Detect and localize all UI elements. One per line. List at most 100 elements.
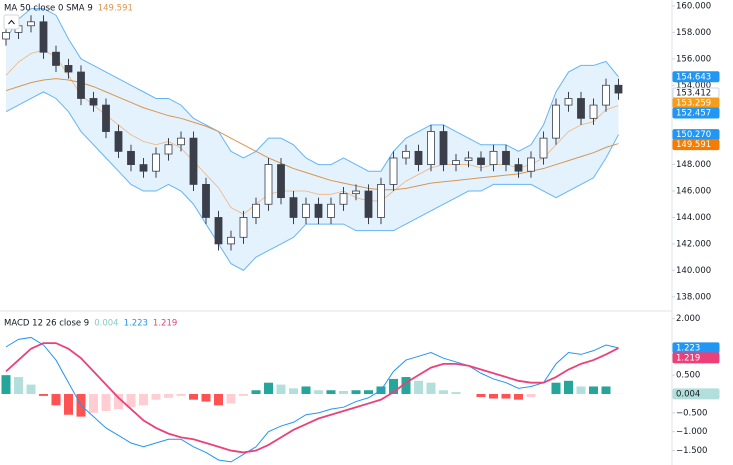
indicator-title: MACD 12 26 close 9 (4, 319, 89, 329)
histogram-bar (26, 384, 36, 395)
histogram-bar (514, 394, 523, 400)
histogram-bar (39, 394, 48, 396)
histogram-bar (139, 394, 148, 406)
histogram-bar (151, 394, 161, 400)
histogram-bar (326, 390, 336, 395)
candle-body (402, 150, 410, 159)
price-badge (672, 139, 720, 151)
candle-body (89, 98, 98, 106)
candle-body (27, 21, 35, 27)
histogram-bar (251, 390, 261, 395)
y-tick-label: 156.000 (676, 54, 711, 64)
histogram-bar (51, 394, 61, 406)
candle-body (252, 203, 260, 218)
candle-body (439, 131, 448, 165)
histogram-bar (426, 382, 436, 395)
price-badge (672, 352, 720, 364)
price-badge-label: 149.591 (676, 140, 711, 150)
y-tick-label: 0.500 (676, 371, 700, 381)
price-badge-label: 153.412 (676, 89, 711, 99)
histogram-bar (164, 394, 173, 398)
candle-body (477, 157, 485, 165)
price-badge-label: 154.643 (676, 72, 711, 82)
histogram-bar (239, 394, 248, 396)
histogram-bar (276, 384, 286, 395)
candle-body (177, 137, 185, 146)
y-tick-label: 2.000 (676, 314, 700, 324)
histogram-value: 0.004 (94, 319, 118, 329)
y-tick-label: 160.000 (676, 1, 711, 11)
indicator-value: 149.591 (98, 4, 133, 14)
candle-body (52, 51, 60, 66)
collapse-box[interactable] (3, 14, 20, 30)
histogram-bar (226, 394, 236, 404)
histogram-bar (201, 394, 211, 402)
candle-body (614, 84, 623, 94)
price-badge (672, 388, 720, 400)
candle-body (227, 236, 235, 245)
candle-body (77, 71, 85, 99)
candle-body (564, 98, 573, 106)
histogram-bar (289, 388, 298, 395)
histogram-bar (389, 378, 398, 395)
candle-body (552, 104, 560, 139)
histogram-bar (401, 377, 411, 395)
candle-body (389, 157, 398, 185)
y-tick-label: −1.500 (676, 446, 707, 456)
plot-layer: 138.000 140.000 142.000 144.000 146.000 148.0… (1, 1, 720, 463)
candle-body (527, 157, 535, 172)
candle-body (539, 137, 548, 159)
y-tick-label: 146.000 (676, 187, 711, 197)
histogram-bar (1, 375, 11, 395)
candle-body (514, 164, 523, 172)
bollinger-lower (5, 91, 619, 271)
candle-body (427, 131, 435, 165)
candle-body (377, 184, 385, 218)
histogram-bar (189, 394, 198, 400)
candle-body (502, 150, 510, 165)
y-tick-label: 142.000 (676, 239, 711, 249)
candle-body (577, 98, 585, 119)
histogram-bar (339, 390, 348, 395)
collapse-button[interactable] (3, 14, 20, 30)
histogram-bar (564, 380, 573, 395)
candle-body (64, 65, 73, 73)
histogram-bar (264, 382, 273, 395)
candle-body (339, 193, 348, 205)
histogram-bar (101, 394, 111, 411)
bollinger-fill (6, 8, 619, 271)
candle-body (414, 150, 423, 165)
candle-body (152, 153, 160, 172)
candle-body (2, 31, 10, 40)
candle-body (202, 184, 210, 218)
bollinger-upper (5, 8, 619, 172)
y-tick-label: 138.000 (676, 292, 711, 302)
price-badge-label: 1.223 (676, 343, 700, 353)
candle-body (289, 197, 298, 218)
histogram-bar (439, 390, 448, 395)
candle-body (214, 217, 223, 245)
price-badge-label: 153.259 (676, 99, 711, 109)
candle-body (102, 104, 110, 132)
histogram-bar (114, 394, 123, 410)
histogram-bar (589, 386, 598, 395)
candle-body (264, 164, 273, 205)
candle-body (589, 104, 598, 119)
histogram-bar (351, 390, 361, 395)
candle-body (364, 190, 373, 218)
histogram-bar (314, 390, 323, 395)
candle-body (127, 150, 135, 165)
y-tick-label: 144.000 (676, 213, 711, 223)
histogram-bar (526, 394, 536, 398)
candle-body (302, 203, 310, 218)
y-tick-label: −0.500 (676, 408, 707, 418)
histogram-bar (64, 394, 73, 415)
y-tick-label: −1.000 (676, 427, 707, 437)
candle-body (164, 144, 173, 155)
price-badge-label: 152.457 (676, 109, 711, 119)
y-tick-label: 158.000 (676, 28, 711, 38)
price-badge-label: 1.219 (676, 353, 700, 363)
macd-line (5, 336, 619, 463)
price-badge (672, 71, 720, 83)
y-tick-label: 148.000 (676, 160, 711, 170)
